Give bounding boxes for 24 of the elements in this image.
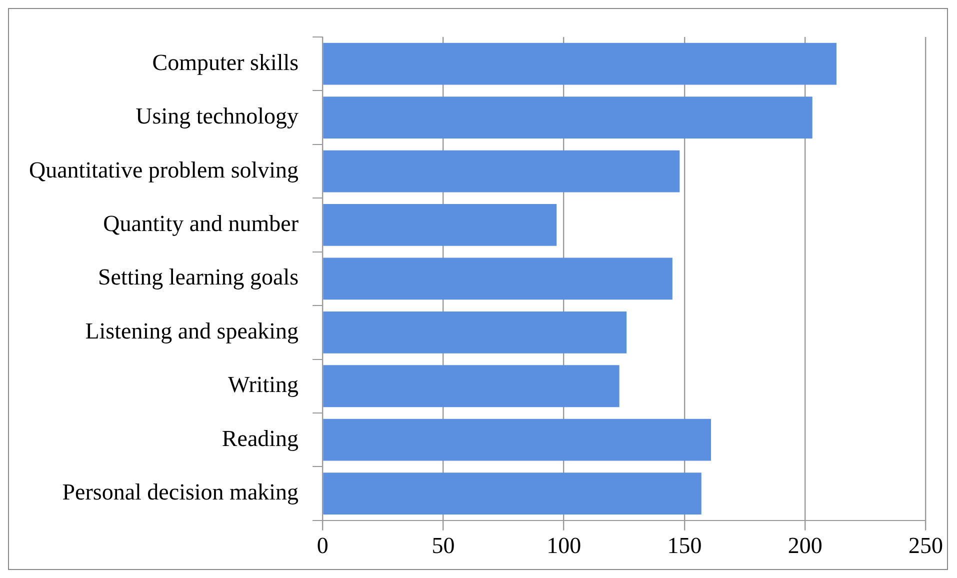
y-tick-label: Reading bbox=[222, 426, 300, 451]
y-tick-label: Quantitative problem solving bbox=[28, 157, 300, 182]
y-tick-label: Quantity and number bbox=[103, 211, 299, 236]
bar bbox=[323, 258, 672, 300]
bar bbox=[323, 42, 836, 85]
y-tick-label: Writing bbox=[228, 372, 300, 398]
x-tick-label: 0 bbox=[316, 533, 328, 558]
x-tick-label: 250 bbox=[908, 533, 943, 558]
y-tick-label: Personal decision making bbox=[62, 480, 300, 505]
bar bbox=[323, 365, 620, 408]
x-tick-label: 100 bbox=[546, 533, 582, 558]
bar bbox=[323, 472, 702, 514]
y-tick-label: Listening and speaking bbox=[85, 318, 300, 344]
bar bbox=[323, 418, 712, 461]
x-tick-label: 150 bbox=[667, 533, 702, 558]
x-tick-label: 200 bbox=[788, 533, 822, 558]
y-tick-label: Setting learning goals bbox=[98, 264, 299, 290]
y-tick-label: Computer skills bbox=[152, 50, 299, 75]
bar bbox=[323, 311, 627, 354]
bar bbox=[323, 96, 812, 139]
bar bbox=[323, 204, 557, 246]
bar bbox=[323, 150, 680, 192]
y-tick-label: Using technology bbox=[136, 104, 300, 129]
x-tick-label: 50 bbox=[432, 533, 455, 558]
